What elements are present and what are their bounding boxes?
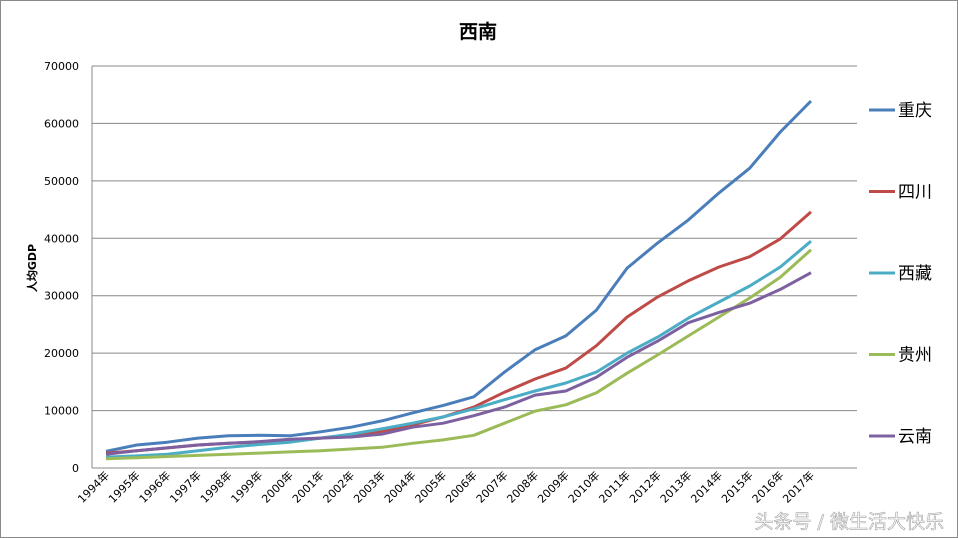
y-tick-label: 10000 [44,405,79,418]
x-tick-label: 2008年 [504,468,541,505]
y-tick-label: 70000 [44,60,79,73]
x-tick-label: 2013年 [657,468,694,505]
x-tick-label: 1997年 [167,468,204,505]
x-tick-label: 2010年 [565,468,602,505]
y-tick-label: 30000 [44,290,79,303]
chart-title: 西南 [459,21,497,43]
x-tick-label: 1998年 [197,468,234,505]
series-line-重庆 [105,99,813,453]
x-tick-label: 2005年 [412,468,449,505]
x-tick-label: 2000年 [259,468,296,505]
series-line-四川 [105,210,812,455]
series-line-西藏 [105,240,812,459]
legend-label: 四川 [898,183,932,203]
x-tick-label: 2012年 [626,468,663,505]
legend-label: 云南 [898,427,932,447]
x-tick-label: 2007年 [473,468,510,505]
x-tick-label: 1996年 [136,468,173,505]
x-tick-label: 2016年 [749,468,786,505]
x-tick-label: 2001年 [289,468,326,505]
legend-label: 贵州 [898,346,932,366]
y-tick-label: 40000 [44,232,79,245]
x-tick-label: 2002年 [320,468,357,505]
x-tick-label: 2004年 [381,468,418,505]
y-tick-label: 50000 [44,175,79,188]
x-tick-label: 2017年 [780,468,817,505]
x-tick-label: 1994年 [75,468,112,505]
x-tick-label: 1999年 [228,468,265,505]
x-tick-label: 2014年 [688,468,725,505]
x-tick-label: 2011年 [596,468,633,505]
watermark: 头条号 / 微生活大快乐 [755,511,944,533]
x-tick-label: 2003年 [351,468,388,505]
y-axis-label: 人均GDP [25,244,39,292]
y-tick-label: 20000 [44,347,79,360]
y-tick-label: 60000 [44,117,79,130]
x-tick-label: 1995年 [105,468,142,505]
x-tick-label: 2006年 [442,468,479,505]
y-tick-label: 0 [72,462,79,475]
legend-label: 西藏 [898,264,932,284]
series-line-贵州 [105,248,813,461]
legend-label: 重庆 [898,101,932,121]
series-line-云南 [105,271,812,456]
x-tick-label: 2009年 [534,468,571,505]
x-tick-label: 2015年 [718,468,755,505]
